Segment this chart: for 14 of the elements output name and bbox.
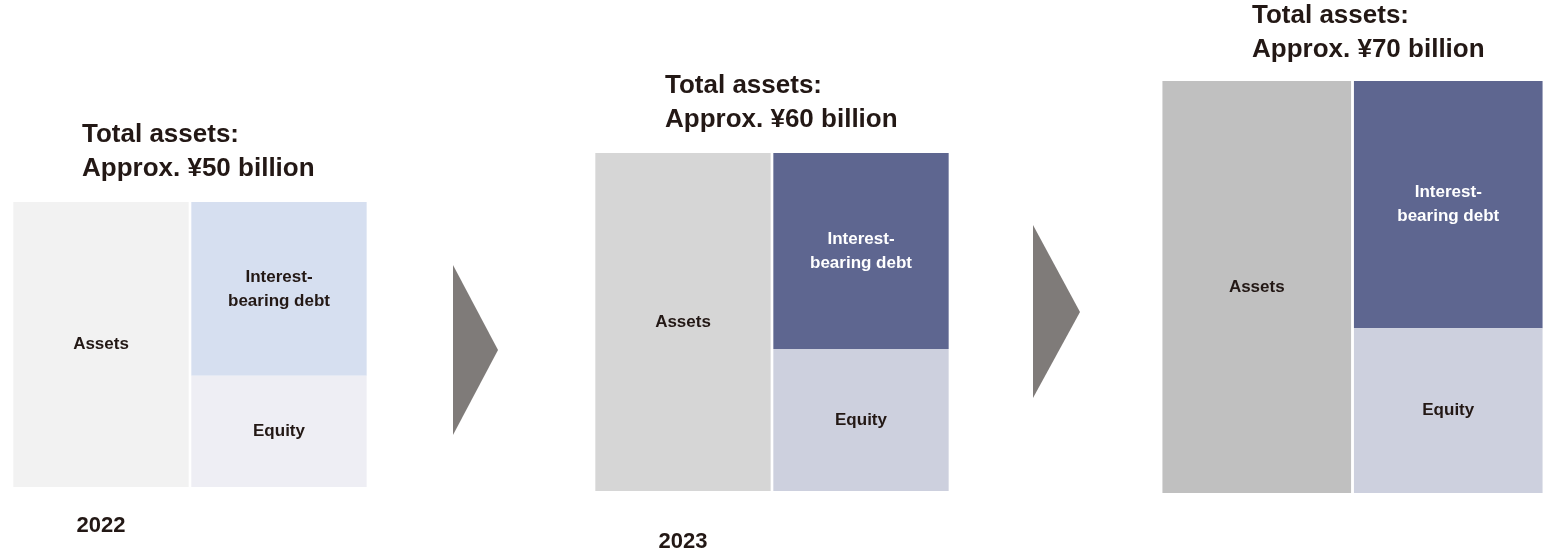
series-label: Interest- bearing debt [227, 266, 331, 310]
series-label: Equity [253, 421, 306, 441]
chart-title: Total assets: Approx. ¥70 billion [1252, 0, 1485, 65]
series-label: Interest- bearing debt [809, 228, 913, 272]
series-label: Equity [835, 409, 888, 429]
series-label: Equity [1422, 400, 1475, 420]
chart-title: Total assets: Approx. ¥60 billion [665, 68, 898, 135]
series-label: Assets [1228, 276, 1285, 296]
x-axis-title: 2023 [657, 528, 709, 553]
series-label: Assets [73, 334, 129, 354]
series-label: Interest- bearing debt [1397, 182, 1500, 226]
chart-title: Total assets: Approx. ¥50 billion [82, 117, 315, 184]
series-label: Assets [655, 311, 711, 331]
x-axis-title: 2022 [75, 512, 127, 538]
